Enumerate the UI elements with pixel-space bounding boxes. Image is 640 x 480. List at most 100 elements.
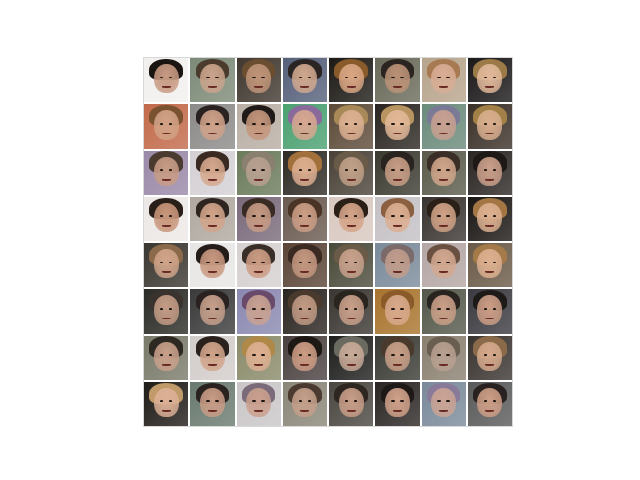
face-tile [421, 335, 466, 380]
face-tile [144, 381, 189, 426]
eye [391, 122, 395, 125]
eye [215, 400, 219, 403]
face [338, 110, 364, 140]
eye [307, 215, 312, 218]
eye [159, 354, 164, 356]
eye [353, 76, 358, 79]
mouth [300, 132, 310, 135]
eye [483, 76, 488, 79]
mouth [207, 271, 217, 274]
mouth [346, 178, 356, 181]
eye [353, 215, 358, 218]
face-tile [236, 150, 281, 195]
face-tile [236, 289, 281, 334]
eye [307, 261, 312, 264]
eye [446, 215, 450, 218]
face-tile [375, 243, 420, 288]
eye [437, 261, 441, 264]
eye [344, 261, 349, 264]
mouth [207, 132, 217, 135]
mouth [254, 317, 264, 320]
face [199, 341, 225, 371]
eye [391, 215, 395, 218]
face-tile [282, 58, 327, 103]
eye [344, 122, 349, 125]
eye [353, 400, 358, 403]
face [292, 341, 318, 371]
eye [168, 307, 173, 310]
face [199, 110, 225, 140]
mouth [485, 410, 495, 412]
mouth [254, 363, 264, 366]
mouth [439, 317, 449, 320]
eye [391, 261, 395, 264]
mouth [207, 86, 217, 89]
mouth [300, 86, 310, 89]
face [477, 110, 503, 140]
mouth [161, 225, 171, 227]
face [338, 341, 364, 371]
mouth [300, 225, 310, 227]
eye [206, 354, 210, 356]
eye [446, 122, 450, 125]
face-tile [467, 58, 512, 103]
face-tile [190, 196, 235, 241]
mouth [161, 317, 171, 320]
face-tile [329, 243, 374, 288]
mouth [254, 132, 264, 135]
face [246, 387, 271, 418]
eye [215, 307, 219, 310]
eye [206, 400, 210, 403]
mouth [207, 363, 217, 366]
face [384, 341, 410, 371]
face-tile [467, 196, 512, 241]
face [292, 64, 318, 94]
face [338, 387, 364, 418]
face-tile [421, 196, 466, 241]
face-tile [329, 289, 374, 334]
face [431, 110, 456, 140]
eye [168, 76, 173, 79]
face [292, 110, 318, 140]
face [246, 341, 271, 371]
eye [215, 261, 219, 264]
eye [206, 307, 210, 310]
face-tile [467, 150, 512, 195]
eye [437, 215, 441, 218]
eye [492, 76, 497, 79]
mouth [254, 225, 264, 227]
eye [483, 307, 488, 310]
eye [215, 76, 219, 79]
eye [206, 76, 210, 79]
eye [344, 354, 349, 356]
face-tile [144, 289, 189, 334]
eye [492, 354, 497, 356]
mouth [439, 410, 449, 412]
face [246, 202, 271, 233]
face [199, 156, 225, 186]
mouth [207, 410, 217, 412]
face-tile [329, 335, 374, 380]
eye [168, 215, 173, 218]
eye [159, 400, 164, 403]
mouth [392, 132, 402, 135]
face-tile [329, 58, 374, 103]
face [246, 295, 271, 325]
eye [400, 307, 404, 310]
face-tile [236, 58, 281, 103]
eye [344, 215, 349, 218]
face [338, 249, 364, 279]
mouth [161, 178, 171, 181]
eye [168, 122, 173, 125]
eye [492, 122, 497, 125]
mouth [161, 271, 171, 274]
eye [261, 169, 265, 171]
eye [492, 307, 497, 310]
eye [215, 122, 219, 125]
face-image-grid [143, 57, 513, 427]
eye [298, 215, 303, 218]
mouth [161, 132, 171, 135]
eye [344, 307, 349, 310]
eye [353, 261, 358, 264]
face [431, 295, 456, 325]
